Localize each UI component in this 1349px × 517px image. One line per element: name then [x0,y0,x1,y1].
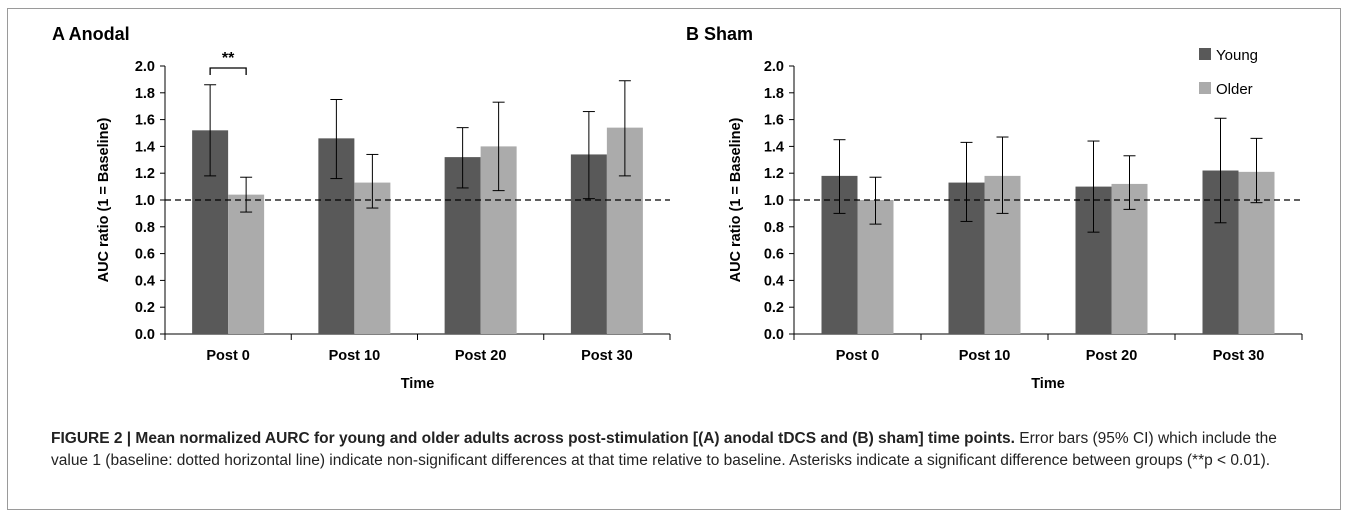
panel-a-x-tick-label: Post 20 [455,348,507,364]
panel-b-y-tick-label: 2.0 [764,59,784,75]
panel-a-y-tick-label: 0.4 [135,273,155,289]
panel-a-significance-bracket [209,67,247,75]
panel-b-x-tick-label: Post 10 [959,348,1011,364]
panel-a-y-tick-label: 2.0 [135,59,155,75]
panel-b-y-tick-label: 0.8 [764,220,784,236]
panel-a-y-tick-label: 1.4 [135,139,155,155]
panel-a-x-tick-label: Post 10 [329,348,381,364]
panel-b-x-tick-label: Post 20 [1086,348,1138,364]
panel-b-x-tick-label: Post 30 [1213,348,1265,364]
panel-b-y-tick-label: 1.0 [764,193,784,209]
panel-b-legend-swatch-young [1199,48,1211,60]
panel-a-y-tick-label: 1.0 [135,193,155,209]
panel-b-title: B Sham [686,24,753,44]
panel-b-legend-label-young: Young [1216,47,1258,64]
panel-b-y-tick-label: 1.6 [764,113,784,129]
figure-caption: FIGURE 2 | Mean normalized AURC for youn… [51,428,1311,472]
figure-frame [7,8,1341,510]
panel-a-y-axis-label: AUC ratio (1 = Baseline) [96,117,112,282]
panel-b-legend-label-older: Older [1216,81,1253,98]
panel-b-y-tick-label: 1.8 [764,86,784,102]
panel-a-x-tick-label: Post 30 [581,348,633,364]
panel-a-y-tick-label: 0.2 [135,300,155,316]
panel-a-y-tick-label: 0.8 [135,220,155,236]
panel-b-y-tick-label: 1.4 [764,139,784,155]
panel-a-y-tick-label: 0.6 [135,247,155,263]
panel-b-x-tick-label: Post 0 [836,348,880,364]
panel-a-significance-label: ** [222,50,235,67]
panel-b-y-tick-label: 0.4 [764,273,784,289]
panel-a-y-tick-label: 1.2 [135,166,155,182]
panel-b-y-tick-label: 0.6 [764,247,784,263]
panel-b-x-axis-label: Time [1031,376,1065,392]
panel-a-bar-older [228,194,265,334]
figure-charts: A Anodal 0.0 0.2 0.4 0.6 0.8 1.0 1.2 1.4 1.6 1.8 2.… [52,24,1303,392]
panel-b-y-tick-label: 0.0 [764,327,784,343]
caption-text: Error bars (95% CI) which include the va… [51,430,1277,469]
panel-a-x-axis-label: Time [401,376,435,392]
panel-b-y-axis-label: AUC ratio (1 = Baseline) [728,117,744,282]
caption-title: FIGURE 2 | Mean normalized AURC for youn… [51,430,1015,447]
panel-a-y-tick-label: 1.6 [135,113,155,129]
panel-a-y-tick-label: 0.0 [135,327,155,343]
panel-b-legend-swatch-older [1199,82,1211,94]
panel-a-x-tick-label: Post 0 [206,348,250,364]
panel-b-y-tick-label: 1.2 [764,166,784,182]
panel-b-y-tick-label: 0.2 [764,300,784,316]
panel-a-y-tick-label: 1.8 [135,86,155,102]
panel-a-title: A Anodal [52,24,130,44]
